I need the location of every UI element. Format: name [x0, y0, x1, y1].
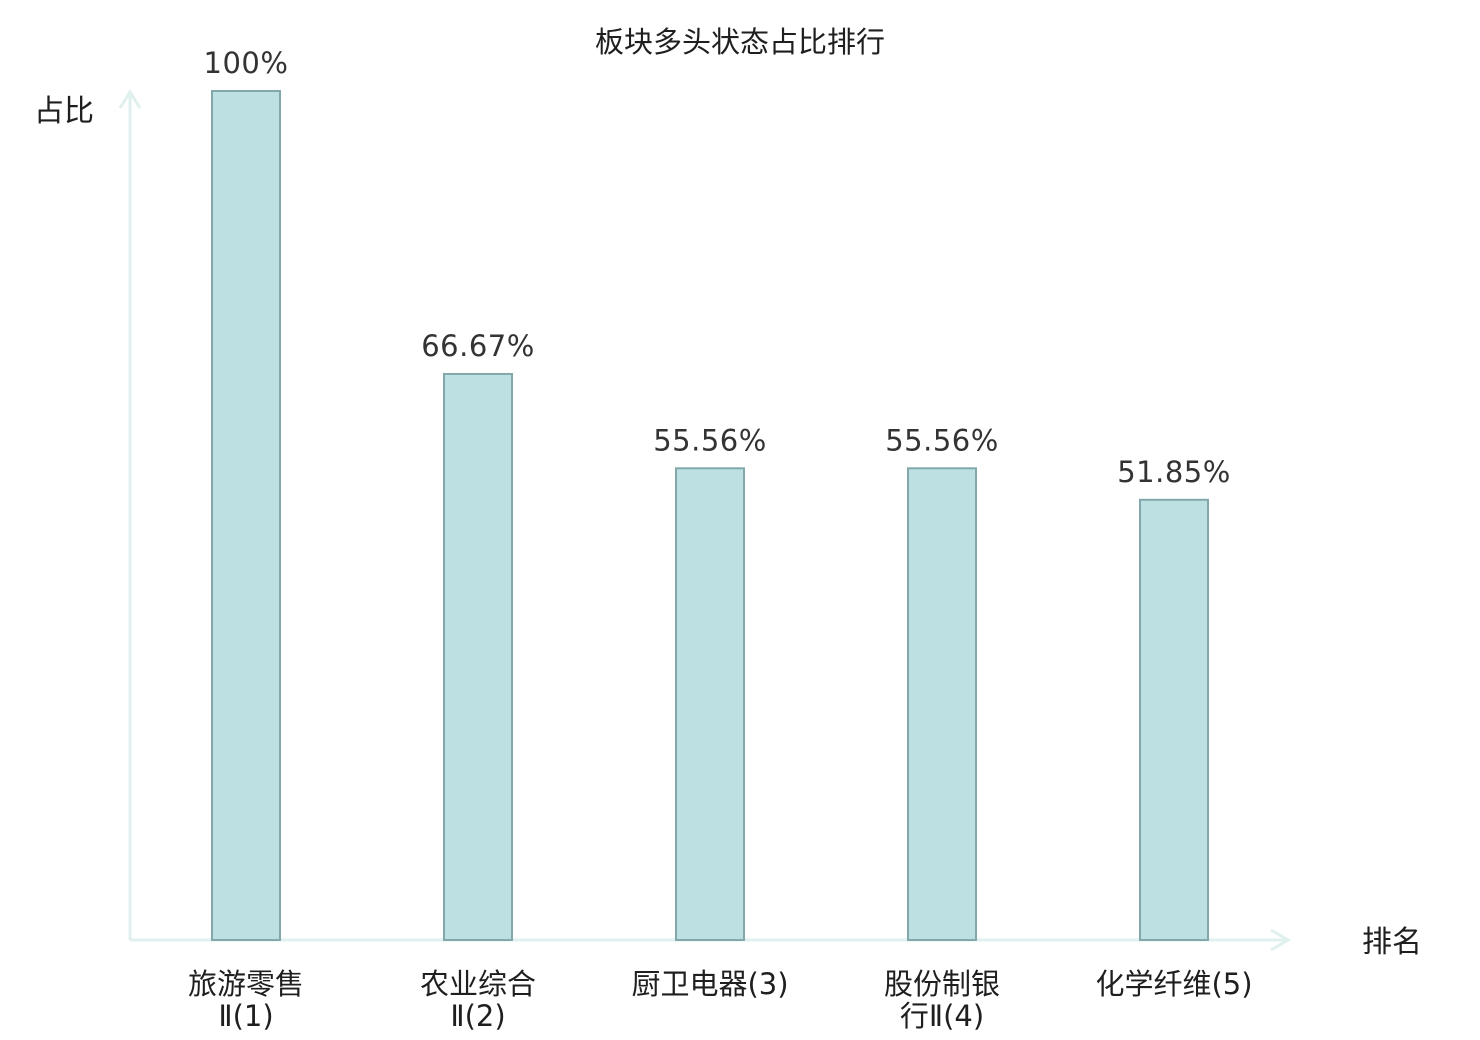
x-tick-label: 化学纤维(5): [1095, 967, 1252, 1001]
x-tick-label: 厨卫电器(3): [631, 967, 788, 1001]
bar: [211, 90, 281, 941]
bar-value-label: 55.56%: [885, 423, 999, 457]
bar-value-label: 66.67%: [421, 329, 535, 363]
x-tick-label: 行Ⅱ(4): [900, 999, 984, 1033]
y-axis-label: 占比: [34, 94, 94, 129]
y-axis: [118, 89, 142, 940]
x-tick-label: 农业综合: [420, 967, 536, 1001]
bar: [907, 467, 977, 941]
y-axis-arrow: [118, 89, 142, 109]
bar-value-label: 51.85%: [1117, 455, 1231, 489]
bar: [675, 467, 745, 941]
bars: [211, 90, 1209, 942]
x-axis-arrow: [1270, 928, 1291, 952]
bar-value-label: 55.56%: [653, 423, 767, 457]
x-axis-label: 排名: [1362, 925, 1422, 960]
x-tick-label: 旅游零售: [188, 967, 304, 1001]
x-tick-label: Ⅱ(1): [218, 999, 273, 1033]
value-labels: 100% 66.67% 55.56% 55.56% 51.85%: [204, 46, 1231, 489]
bar: [1139, 498, 1209, 941]
x-tick-label: 股份制银: [884, 967, 1000, 1001]
x-tick-label: Ⅱ(2): [450, 999, 505, 1033]
bar: [443, 372, 513, 942]
bar-value-label: 100%: [204, 46, 289, 80]
chart-title: 板块多头状态占比排行: [595, 25, 885, 59]
